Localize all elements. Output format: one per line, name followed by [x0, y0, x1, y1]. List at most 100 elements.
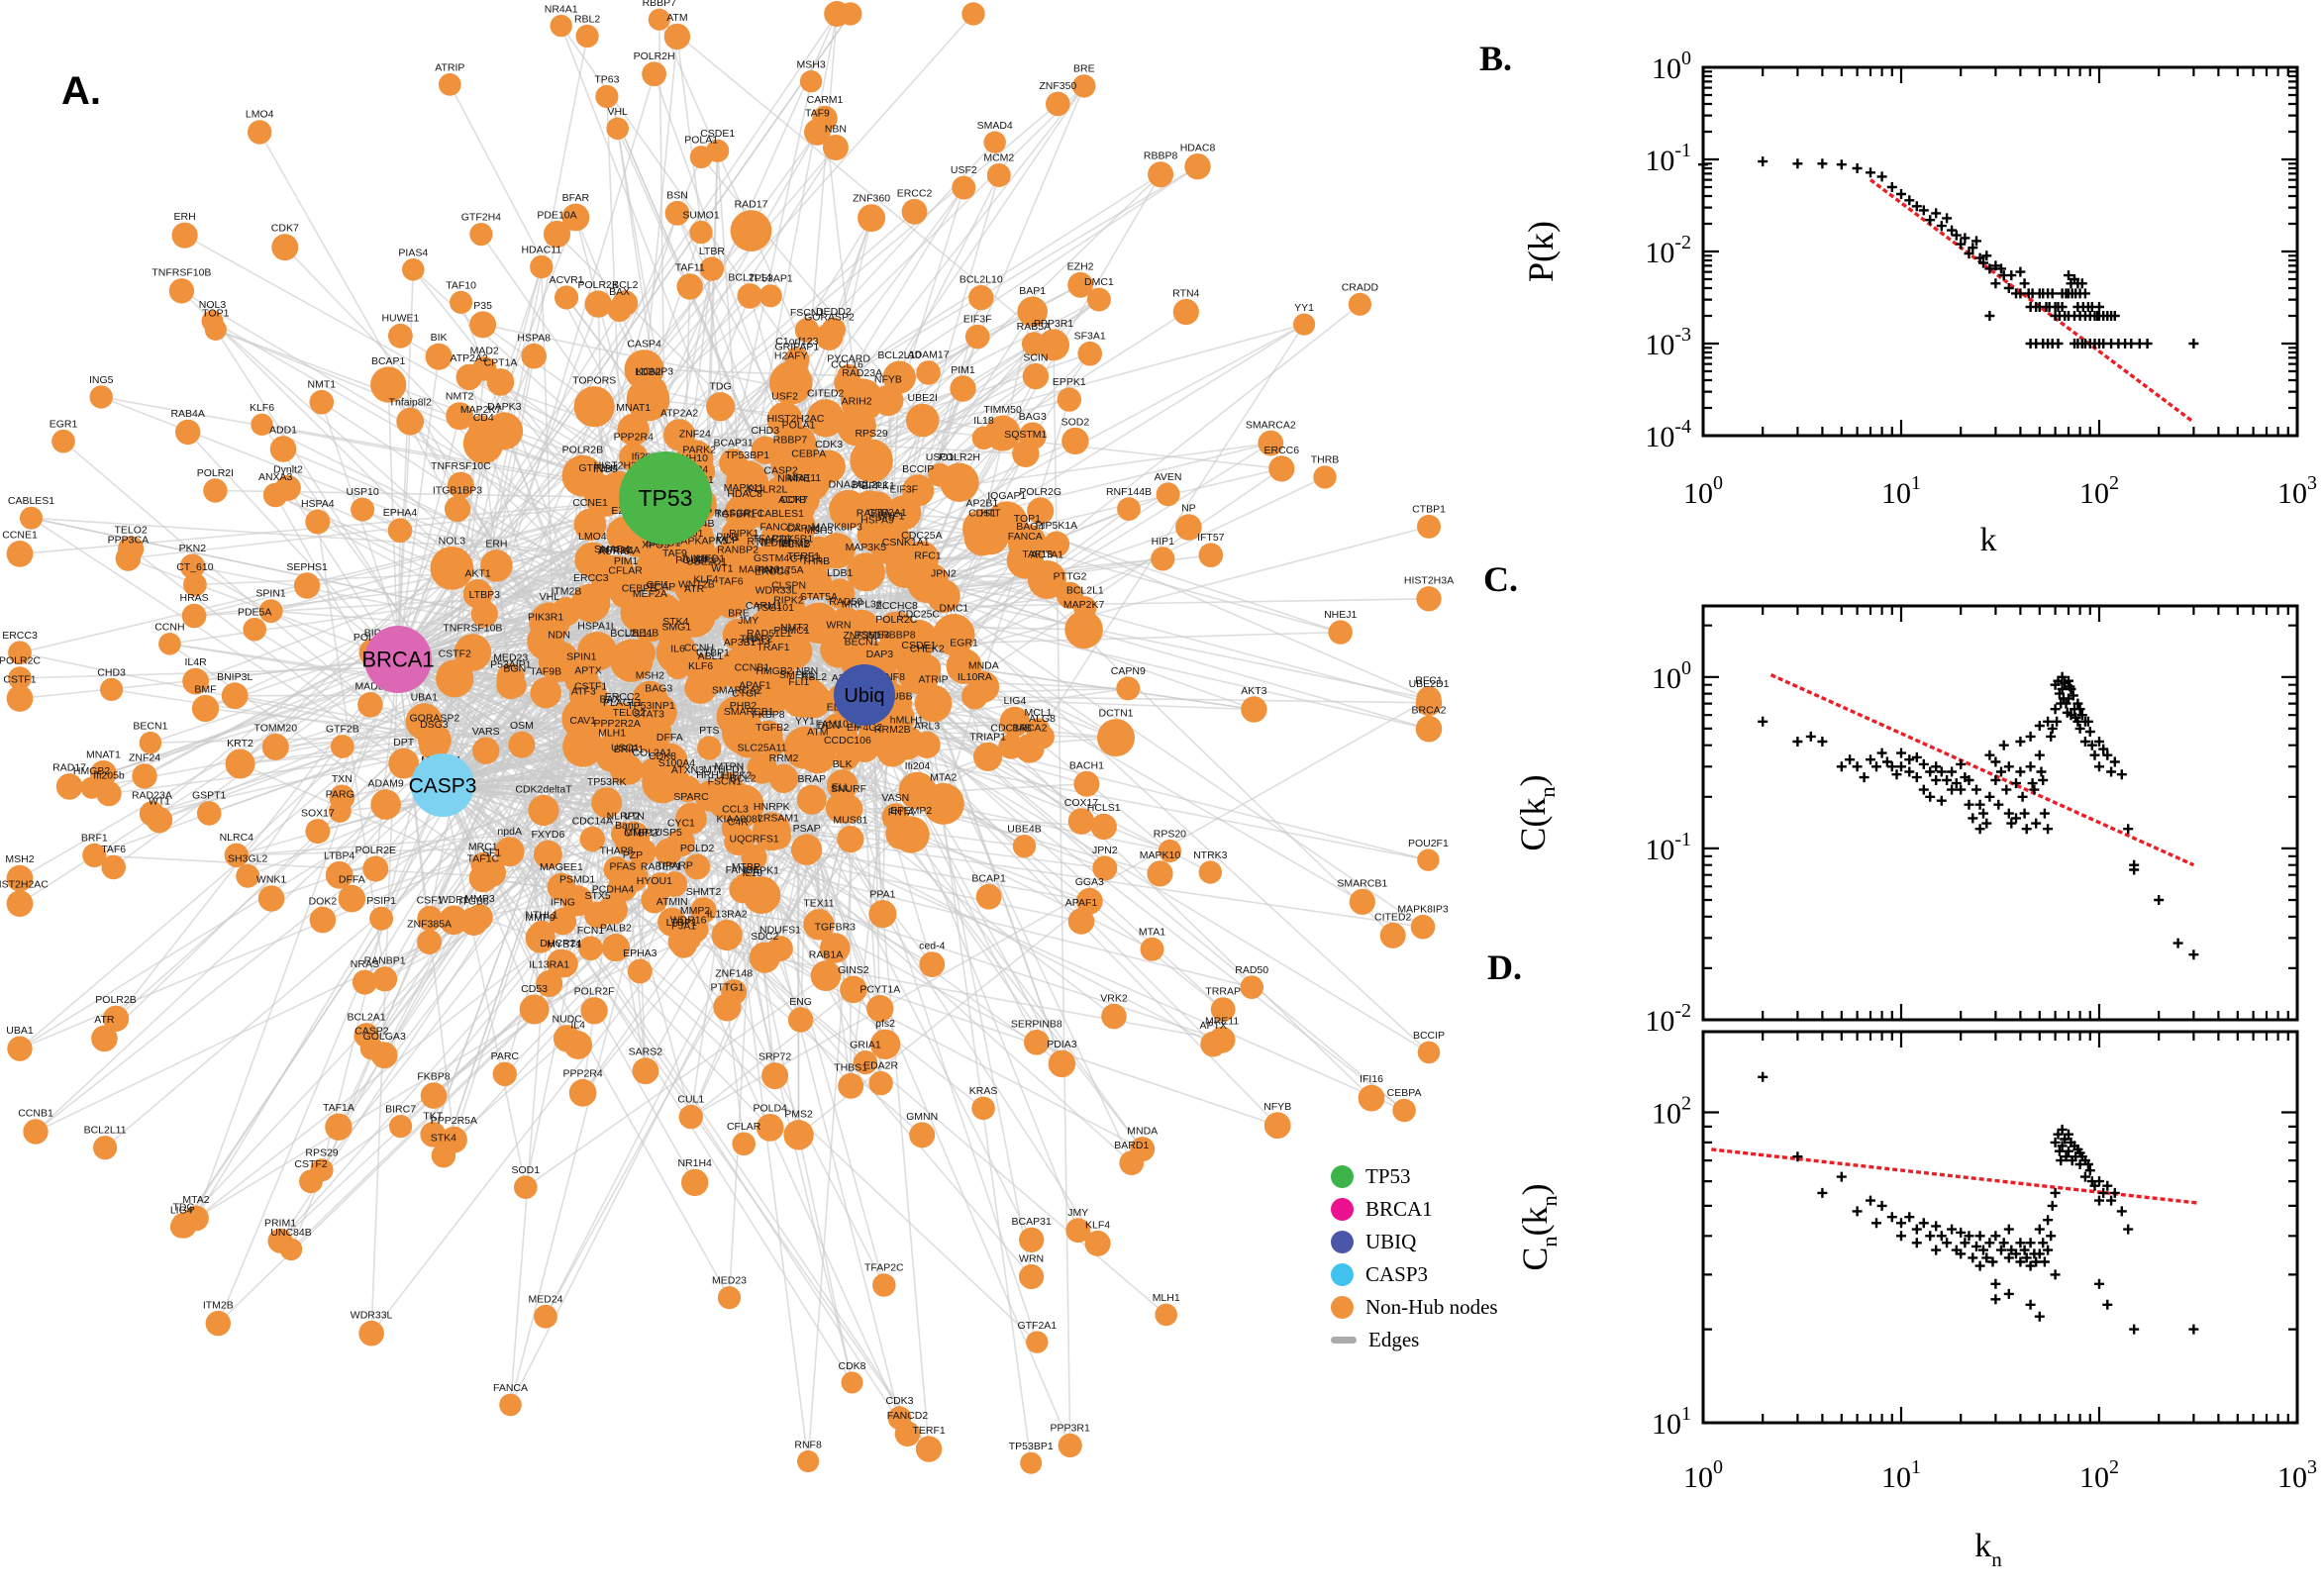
network-node-label: PSME3: [855, 629, 890, 641]
network-node-label: RANBP1: [364, 955, 406, 967]
network-node-label: BIRC7: [385, 1103, 416, 1115]
network-node-label: PDE10A: [537, 209, 576, 221]
panel-c-label: C.: [1483, 559, 1518, 599]
network-node-label: FKBP8: [417, 1071, 450, 1083]
network-node-label: FANCA: [1008, 531, 1043, 543]
network-node-label: ERH: [174, 211, 196, 223]
network-node-label: NMT2: [780, 622, 809, 634]
network-node: [267, 1228, 293, 1253]
network-node-label: DMC1: [1084, 276, 1114, 288]
network-node: [1379, 922, 1406, 948]
network-node-label: BFAR: [562, 192, 590, 204]
network-node: [258, 599, 283, 624]
network-node-label: HSPA8: [517, 332, 551, 344]
network-node-label: AP3B1: [724, 637, 757, 648]
legend-item-tp53: TP53: [1331, 1164, 1498, 1188]
network-node: [430, 547, 474, 590]
network-node-label: NFYB: [1263, 1101, 1291, 1113]
network-node-label: BECN1: [845, 636, 879, 648]
network-node-label: TELO2: [114, 525, 147, 537]
network-node: [1038, 329, 1069, 361]
network-node-label: MSH3: [797, 59, 826, 71]
network-node-label: MMP2: [680, 905, 710, 917]
network-node-label: HDAC8: [727, 488, 762, 500]
network-node: [783, 687, 814, 718]
network-node: [628, 838, 656, 866]
network-node-label: ADD1: [269, 425, 297, 437]
network-node-label: ITM2B: [551, 586, 581, 598]
network-node: [1208, 1026, 1236, 1053]
panel-b-label: B.: [1479, 39, 1513, 78]
network-node-label: CITED2: [1374, 911, 1412, 923]
network-node-label: PPP3R1: [1034, 318, 1073, 330]
network-node-label: MTA1: [1139, 926, 1165, 938]
network-node-label: SOD2: [1061, 416, 1090, 428]
network-node: [580, 997, 608, 1025]
network-node-label: THRB: [1311, 454, 1340, 466]
network-node: [1417, 514, 1441, 539]
network-node-label: WT1: [711, 562, 733, 574]
network-node-label: VASN: [881, 792, 909, 804]
network-node: [369, 906, 394, 931]
network-node: [1018, 422, 1047, 450]
network-node: [358, 1320, 384, 1347]
network-node-label: GFI1: [647, 579, 669, 591]
network-node-label: BCL2L10: [877, 349, 921, 361]
network-node-label: IFI16: [1360, 1073, 1383, 1085]
network-node: [946, 648, 982, 684]
network-node-label: MCM2: [983, 152, 1014, 164]
network-node: [1156, 482, 1180, 507]
network-node: [1415, 689, 1443, 717]
network-node: [1328, 620, 1353, 645]
network-node-label: PDE5A: [238, 606, 271, 618]
network-node-label: UBE2D1: [686, 556, 727, 568]
network-node: [697, 736, 722, 760]
legend-color-dot: [1331, 1262, 1354, 1286]
network-node-label: DMC1: [940, 603, 969, 615]
network-node-label: FKBP8: [752, 709, 784, 721]
network-node: [766, 401, 803, 438]
network-node: [690, 897, 717, 924]
network-node: [837, 406, 876, 447]
network-node-label: EPHA3: [623, 948, 657, 959]
network-node-label: CASP2: [354, 1026, 389, 1038]
network-node-label: MRE11: [1205, 1015, 1239, 1027]
network-node: [998, 734, 1024, 759]
network-node: [699, 256, 725, 281]
network-node-label: TNFRSF10C: [431, 460, 491, 472]
network-node: [431, 1144, 456, 1168]
network-node-label: MED23: [712, 1275, 747, 1287]
network-node: [1147, 860, 1173, 887]
network-node-label: HRH1: [696, 769, 725, 781]
network-node-label: DHCR24: [540, 938, 581, 949]
network-node: [837, 826, 864, 853]
network-node: [773, 505, 811, 543]
network-node: [632, 1057, 659, 1085]
network-node-label: PMS2: [784, 1109, 813, 1121]
network-node: [530, 677, 561, 709]
network-node: [168, 278, 195, 304]
network-node: [961, 682, 988, 710]
network-node-label: USF2: [771, 390, 798, 402]
legend-item-label: Edges: [1368, 1327, 1420, 1351]
network-node-label: CARM1: [746, 600, 782, 612]
hub-node-casp3: CASP3: [409, 753, 476, 817]
network-node: [717, 1286, 742, 1310]
network-node: [881, 803, 910, 831]
network-node: [1061, 427, 1089, 455]
network-node: [1349, 888, 1375, 916]
network-node-label: PCDHA4: [592, 883, 635, 895]
network-node-label: NBN: [796, 665, 818, 677]
network-node-label: RBBP8: [1144, 150, 1178, 162]
network-node-label: RBL2: [574, 14, 600, 26]
network-node-label: CDK8: [838, 1360, 865, 1372]
network-node-label: NTRK3: [1193, 849, 1228, 861]
network-node-label: PTS: [699, 725, 719, 737]
network-node-label: CEBPA: [1387, 1087, 1422, 1099]
network-node-label: ATMIN: [656, 896, 688, 908]
network-node: [89, 385, 113, 409]
network-node-label: EPHA4: [383, 507, 418, 519]
network-node-label: BCL2L11: [84, 1125, 127, 1137]
network-node-label: PSAP: [793, 823, 821, 835]
network-node: [1116, 676, 1141, 701]
